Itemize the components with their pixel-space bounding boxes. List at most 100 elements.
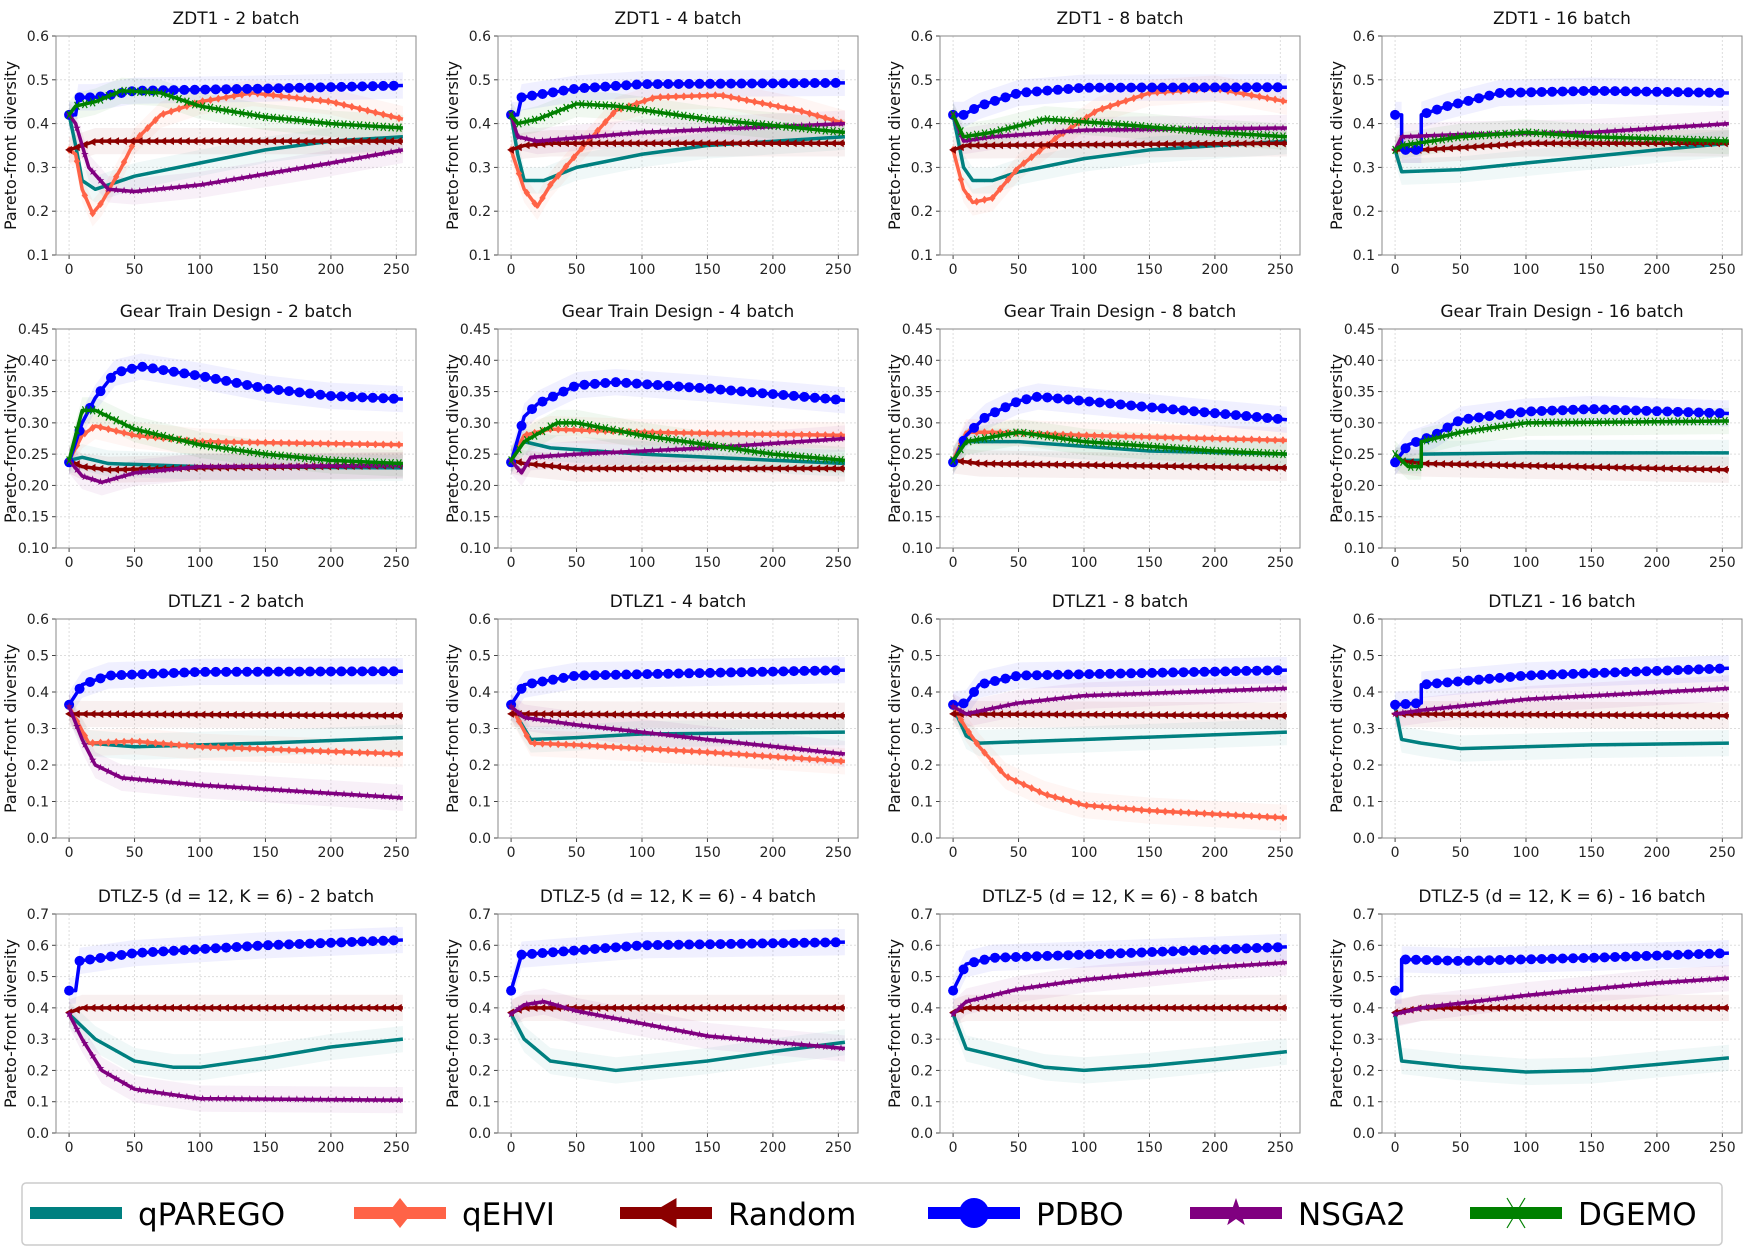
series-nsga2	[949, 958, 1288, 1018]
data-point	[294, 938, 305, 949]
x-tick-label: 100	[629, 262, 656, 278]
x-tick-label: 50	[126, 1140, 144, 1156]
data-point	[766, 464, 774, 473]
data-point	[1129, 461, 1137, 470]
data-point	[1074, 710, 1082, 719]
data-point	[1390, 985, 1401, 996]
data-point	[712, 748, 719, 757]
data-point	[1667, 417, 1673, 426]
data-point	[1126, 400, 1137, 411]
data-point	[214, 710, 222, 719]
x-tick-label: 0	[949, 845, 958, 861]
data-point	[601, 1012, 610, 1020]
data-point	[758, 741, 767, 749]
data-point	[1231, 1003, 1239, 1012]
data-point	[1563, 462, 1571, 471]
data-point	[1713, 120, 1721, 128]
data-point	[539, 112, 546, 122]
data-point	[657, 93, 664, 102]
data-point	[112, 137, 120, 146]
data-point	[515, 169, 523, 178]
data-point	[388, 393, 399, 404]
data-point	[572, 447, 576, 452]
data-point	[1209, 127, 1216, 137]
data-point	[799, 937, 810, 948]
data-point	[1682, 135, 1689, 145]
y-tick-label: 0.3	[1353, 1032, 1375, 1048]
data-point	[159, 1003, 167, 1012]
data-point	[269, 168, 278, 176]
data-point	[652, 79, 663, 90]
data-point	[1220, 944, 1231, 955]
data-point	[356, 748, 363, 757]
y-tick-label: 0.5	[1353, 970, 1375, 986]
data-point	[1153, 711, 1161, 720]
data-point	[137, 361, 148, 372]
data-point	[537, 676, 548, 687]
y-tick-label: 0.35	[902, 385, 933, 401]
data-point	[580, 1063, 584, 1068]
data-point	[593, 723, 602, 731]
data-point	[713, 455, 717, 460]
data-point	[1105, 948, 1116, 959]
data-point	[743, 96, 750, 105]
data-point	[1422, 710, 1430, 719]
data-point	[183, 102, 191, 111]
data-point	[261, 462, 270, 470]
data-point	[836, 1003, 844, 1012]
data-point	[540, 1052, 545, 1057]
data-point	[1693, 407, 1704, 418]
data-point	[829, 711, 836, 720]
data-point	[1247, 711, 1255, 720]
data-point	[356, 121, 363, 130]
data-point	[308, 162, 317, 170]
data-point	[1472, 166, 1476, 170]
data-point	[1066, 460, 1074, 469]
data-point	[570, 740, 578, 749]
data-point	[1161, 967, 1169, 976]
data-point	[1613, 1066, 1617, 1070]
data-point	[1161, 711, 1168, 720]
data-point	[1683, 407, 1694, 418]
data-point	[1138, 121, 1145, 131]
data-point	[176, 94, 182, 104]
data-point	[200, 943, 211, 954]
data-point	[1563, 1003, 1571, 1012]
data-point	[1027, 129, 1036, 138]
data-point	[1035, 1003, 1043, 1012]
data-point	[949, 1010, 957, 1018]
data-point	[1503, 745, 1507, 749]
data-point	[1098, 461, 1106, 470]
y-axis-label: Pareto-front diversity	[885, 939, 904, 1108]
data-point	[317, 455, 324, 464]
data-point	[238, 462, 246, 470]
data-point	[1391, 1010, 1399, 1018]
data-point	[215, 437, 222, 446]
y-tick-label: 0.6	[1353, 612, 1375, 628]
data-point	[388, 80, 399, 91]
data-point	[1550, 451, 1554, 455]
legend-label: PDBO	[1036, 1197, 1124, 1233]
data-point	[617, 710, 624, 719]
data-point	[1272, 82, 1283, 93]
data-point	[1037, 1064, 1042, 1068]
data-point	[1681, 1003, 1689, 1012]
data-point	[973, 435, 980, 445]
data-point	[1178, 82, 1189, 93]
x-tick-label: 150	[694, 555, 721, 571]
data-point	[1106, 710, 1113, 719]
data-point	[980, 1003, 988, 1012]
data-point	[782, 711, 789, 720]
data-point	[278, 114, 285, 123]
data-point	[355, 1095, 364, 1104]
data-point	[515, 717, 523, 726]
data-point	[1557, 669, 1568, 680]
data-point	[1446, 130, 1454, 139]
series-qparego	[1393, 705, 1729, 751]
data-point	[387, 749, 395, 758]
series-random	[949, 709, 1287, 720]
data-point	[168, 92, 175, 101]
data-point	[1073, 83, 1084, 94]
data-point	[715, 78, 726, 89]
data-point	[672, 1003, 679, 1012]
